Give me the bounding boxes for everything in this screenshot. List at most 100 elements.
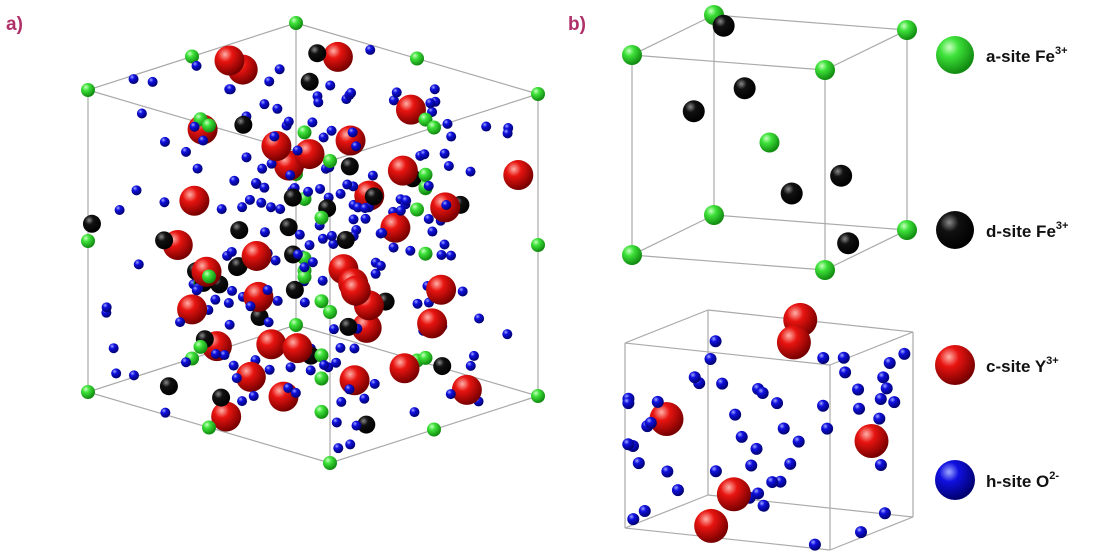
blue-atom [444, 161, 454, 171]
blue-atom [424, 214, 434, 224]
blue-atom [192, 285, 202, 295]
blue-atom [839, 366, 851, 378]
legend-sphere [935, 345, 975, 385]
blue-atom [307, 117, 317, 127]
black-atom [160, 377, 178, 395]
blue-atom [175, 317, 185, 327]
green-atom [427, 423, 441, 437]
blue-atom [305, 240, 315, 250]
blue-atom [257, 164, 267, 174]
blue-atom [285, 170, 295, 180]
blue-atom [313, 97, 323, 107]
blue-atom [219, 350, 229, 360]
green-atom [315, 348, 329, 362]
cube-edge [625, 528, 830, 550]
red-atom [214, 45, 244, 75]
black-atom [230, 221, 248, 239]
green-atom [815, 260, 835, 280]
blue-atom [293, 146, 303, 156]
green-atom [897, 220, 917, 240]
blue-atom [109, 343, 119, 353]
cube-edge [632, 15, 714, 55]
blue-atom [319, 360, 329, 370]
blue-atom [639, 505, 651, 517]
blue-atom [217, 204, 227, 214]
blue-atom [344, 384, 354, 394]
blue-atom [405, 246, 415, 256]
blue-atom [888, 396, 900, 408]
blue-atom [440, 149, 450, 159]
blue-atom [758, 500, 770, 512]
green-atom [194, 340, 208, 354]
blue-atom [349, 214, 359, 224]
blue-atom [266, 202, 276, 212]
blue-atom [327, 126, 337, 136]
blue-atom [271, 255, 281, 265]
cube-edge [825, 30, 907, 70]
green-atom [410, 203, 424, 217]
cube-edge [625, 310, 708, 343]
green-atom [202, 270, 216, 284]
blue-atom [286, 362, 296, 372]
blue-atom [360, 203, 370, 213]
blue-atom [308, 257, 318, 267]
red-atom [417, 308, 447, 338]
blue-atom [716, 378, 728, 390]
blue-atom [881, 382, 893, 394]
blue-atom [396, 206, 406, 216]
red-atom [390, 353, 420, 383]
blue-atom [441, 200, 451, 210]
cube-edge [830, 517, 913, 550]
green-atom [81, 385, 95, 399]
blue-atom [502, 329, 512, 339]
legend-sup: 3+ [1055, 45, 1068, 57]
black-atom [286, 281, 304, 299]
blue-atom [259, 183, 269, 193]
blue-atom [132, 185, 142, 195]
red-atom [340, 365, 370, 395]
blue-atom [757, 387, 769, 399]
green-atom [815, 60, 835, 80]
blue-atom [192, 61, 202, 71]
blue-atom [401, 196, 411, 206]
blue-atom [265, 365, 275, 375]
red-atom [694, 509, 728, 543]
black-atom [683, 100, 705, 122]
blue-atom [329, 324, 339, 334]
green-atom [323, 456, 337, 470]
black-atom [713, 15, 735, 37]
blue-atom [370, 379, 380, 389]
green-atom [419, 351, 433, 365]
blue-atom [661, 465, 673, 477]
blue-atom [710, 465, 722, 477]
legend-sphere [936, 36, 974, 74]
blue-atom [392, 87, 402, 97]
blue-atom [838, 352, 850, 364]
blue-atom [129, 370, 139, 380]
blue-atom [346, 88, 356, 98]
blue-atom [817, 352, 829, 364]
black-atom [284, 189, 302, 207]
green-atom [704, 205, 724, 225]
blue-atom [237, 202, 247, 212]
blue-atom [345, 439, 355, 449]
black-atom [781, 183, 803, 205]
blue-atom [198, 136, 208, 146]
green-atom [427, 121, 441, 135]
blue-atom [327, 231, 337, 241]
blue-atom [264, 317, 274, 327]
blue-atom [368, 171, 378, 181]
green-atom [419, 247, 433, 261]
blue-atom [160, 408, 170, 418]
blue-atom [227, 247, 237, 257]
cube-edge [632, 215, 714, 255]
blue-atom [260, 227, 270, 237]
blue-atom [853, 403, 865, 415]
blue-atom [332, 417, 342, 427]
blue-atom [251, 178, 261, 188]
blue-atom [873, 413, 885, 425]
blue-atom [778, 422, 790, 434]
blue-atom [466, 167, 476, 177]
blue-atom [336, 397, 346, 407]
legend-label: c-site Y3+ [986, 355, 1059, 376]
